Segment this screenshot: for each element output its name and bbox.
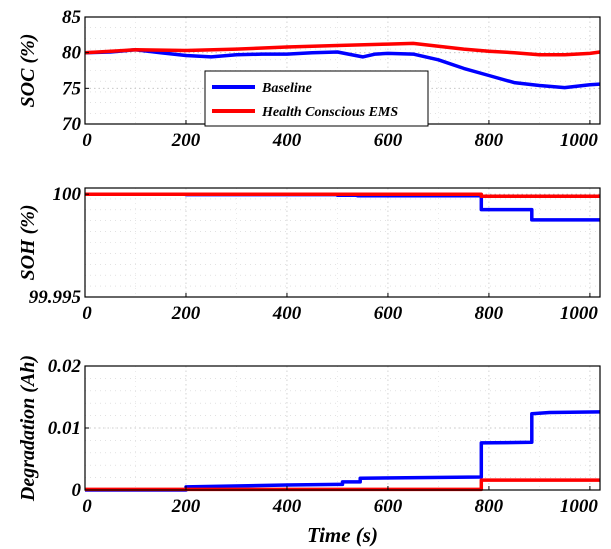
y-tick-label: 99.995 [29, 287, 82, 308]
series-line-health-conscious-ems [84, 41, 601, 57]
y-tick-label: 75 [62, 78, 82, 99]
series-line-baseline [85, 410, 601, 492]
x-tick-label: 200 [171, 496, 201, 517]
y-tick-label: 100 [53, 184, 82, 205]
x-tick-label: 200 [171, 130, 201, 151]
panel-3: 0 200 400 600 800 1000 0 0.01 0.02 Degradation (A… [17, 355, 601, 547]
y-tick-label: 70 [62, 114, 82, 135]
panel-2: 0 200 400 600 800 1000 99.995 100 SOH (%) [17, 184, 601, 324]
x-tick-label: 800 [475, 496, 504, 517]
y-tick-label: 0 [72, 480, 82, 501]
x-tick-label: 1000 [560, 130, 599, 151]
y-tick-label: 85 [62, 7, 82, 28]
panel-1: 0 200 400 600 800 1000 70 75 80 85 SOC (%) Baseline… [17, 7, 601, 151]
plot-area [85, 188, 600, 297]
y-axis-label: Degradation (Ah) [17, 355, 39, 502]
y-tick-label: 0.02 [48, 356, 82, 377]
x-tick-label: 0 [82, 496, 92, 517]
x-tick-label: 800 [475, 303, 504, 324]
x-tick-label: 400 [272, 496, 302, 517]
x-tick-label: 400 [272, 130, 302, 151]
legend-label: Health Conscious EMS [261, 105, 398, 120]
x-tick-label: 1000 [560, 496, 599, 517]
y-axis-label: SOC (%) [17, 34, 39, 108]
x-tick-label: 1000 [560, 303, 599, 324]
x-tick-label: 200 [171, 303, 201, 324]
axes-frame [84, 187, 601, 298]
series-line-health-conscious-ems [85, 478, 600, 492]
y-tick-label: 80 [62, 43, 82, 64]
x-tick-label: 600 [374, 130, 403, 151]
x-tick-label: 0 [82, 303, 92, 324]
series-line-health-conscious-ems [85, 192, 600, 198]
x-tick-label: 400 [272, 303, 302, 324]
x-tick-label: 0 [82, 130, 92, 151]
legend-box [204, 70, 429, 127]
x-tick-label: 600 [374, 303, 403, 324]
x-tick-label: 600 [374, 496, 403, 517]
y-tick-label: 0.01 [48, 418, 81, 439]
legend-label: Baseline [261, 81, 312, 96]
legend: Baseline Health Conscious EMS [204, 70, 429, 127]
series-line-baseline [84, 48, 601, 90]
x-axis-label: Time (s) [307, 523, 378, 547]
grid [85, 366, 600, 490]
y-axis-label: SOH (%) [17, 204, 39, 280]
x-tick-label: 800 [475, 130, 504, 151]
